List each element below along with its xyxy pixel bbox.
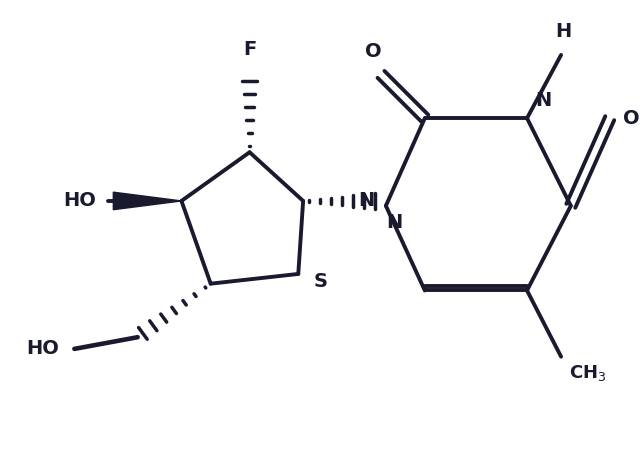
Text: N: N: [535, 91, 551, 110]
Text: CH$_3$: CH$_3$: [569, 362, 606, 383]
Text: O: O: [365, 42, 381, 61]
Text: N: N: [358, 191, 374, 211]
Text: F: F: [243, 40, 256, 59]
Text: H: H: [555, 22, 571, 41]
Text: O: O: [623, 109, 640, 128]
Text: HO: HO: [63, 191, 96, 211]
Text: S: S: [314, 272, 328, 291]
Text: HO: HO: [26, 339, 59, 359]
Polygon shape: [113, 192, 182, 210]
Text: N: N: [386, 212, 402, 232]
